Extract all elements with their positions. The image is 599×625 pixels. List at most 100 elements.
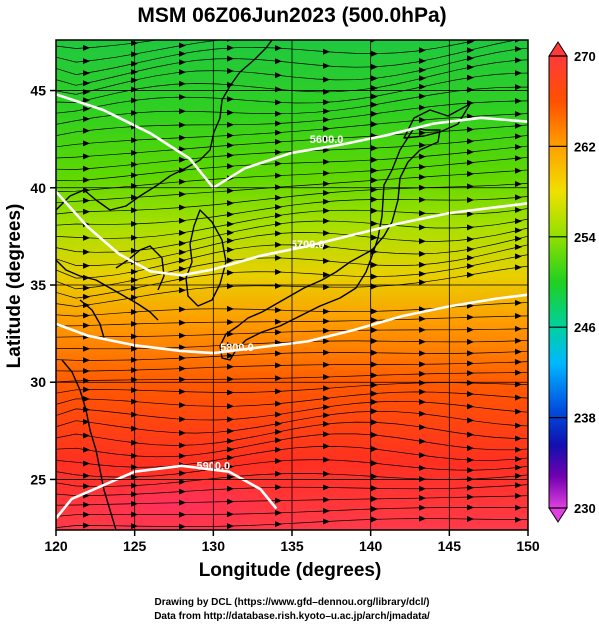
- flow-arrow: [419, 75, 426, 82]
- flow-arrow: [179, 344, 186, 351]
- flow-arrow: [83, 165, 90, 172]
- flow-arrow: [467, 138, 474, 145]
- flow-arrow: [371, 156, 378, 163]
- flow-arrow: [179, 240, 186, 247]
- flow-arrow: [275, 375, 282, 382]
- flow-arrow: [275, 307, 282, 314]
- flow-arrow: [467, 379, 474, 386]
- flow-arrow: [515, 369, 522, 376]
- flow-arrow: [227, 428, 234, 435]
- flow-arrow: [323, 470, 330, 477]
- flow-arrow: [467, 211, 474, 217]
- flow-arrow: [515, 394, 522, 401]
- flow-arrow: [323, 385, 330, 392]
- flow-arrow: [515, 218, 522, 225]
- flow-arrow: [275, 254, 282, 261]
- flow-arrow: [227, 474, 234, 480]
- flow-arrow: [83, 80, 90, 87]
- x-tick-label: 135: [280, 538, 304, 554]
- flow-arrow: [371, 196, 378, 203]
- flow-arrow: [419, 326, 426, 333]
- flow-arrow: [227, 269, 234, 276]
- flow-arrow: [83, 285, 90, 291]
- flow-arrow: [179, 249, 186, 256]
- flow-arrow: [83, 368, 90, 374]
- flow-arrow: [179, 156, 186, 163]
- flow-arrow: [371, 382, 378, 388]
- flow-arrow: [467, 86, 474, 93]
- flow-arrow: [467, 263, 474, 270]
- flow-arrow: [227, 485, 234, 492]
- grid-lines: [56, 40, 528, 530]
- flow-arrow: [227, 257, 234, 264]
- flow-arrow: [179, 332, 186, 339]
- flow-arrow: [323, 308, 330, 315]
- flow-arrow: [179, 442, 186, 449]
- flow-arrow: [323, 190, 330, 196]
- chart-title: MSM 06Z06Jun2023 (500.0hPa): [137, 4, 446, 27]
- flow-arrow: [179, 108, 186, 115]
- flow-arrow: [275, 411, 282, 418]
- flow-arrow: [419, 388, 426, 395]
- flow-arrow: [83, 234, 90, 241]
- flow-arrow: [419, 153, 426, 160]
- flow-arrow: [419, 361, 426, 368]
- flow-arrow: [83, 70, 90, 77]
- flow-arrow: [323, 108, 330, 115]
- flow-arrow: [515, 46, 522, 52]
- flow-arrow: [467, 370, 474, 377]
- flow-arrow: [275, 58, 282, 65]
- flow-arrow: [227, 221, 234, 228]
- flow-arrow: [419, 452, 426, 459]
- flow-arrow: [227, 163, 234, 170]
- flow-arrow: [467, 338, 474, 345]
- flow-arrow: [179, 257, 186, 264]
- flow-arrow: [419, 379, 426, 386]
- flow-arrow: [371, 349, 378, 356]
- flow-arrow: [419, 338, 426, 345]
- flow-arrow: [83, 105, 90, 112]
- flow-arrow: [467, 197, 474, 203]
- colorbar-tick-label: 238: [574, 411, 596, 426]
- flow-arrow: [227, 229, 234, 236]
- flow-arrow: [323, 48, 330, 55]
- flow-arrow: [371, 63, 378, 70]
- flow-arrow: [467, 417, 474, 424]
- flow-arrow: [371, 495, 378, 502]
- flow-arrow: [83, 386, 90, 393]
- flow-arrow: [419, 129, 426, 136]
- flow-arrow: [323, 135, 330, 142]
- flow-arrow: [371, 485, 378, 492]
- flow-arrow: [227, 376, 234, 383]
- flow-arrow: [275, 241, 282, 248]
- flow-arrow: [275, 72, 282, 79]
- coastline-japan: [219, 127, 441, 361]
- coastlines: [56, 40, 471, 530]
- flow-arrow: [323, 116, 330, 123]
- flow-arrow: [83, 97, 90, 104]
- flow-arrow: [323, 456, 330, 463]
- flow-arrow: [83, 446, 90, 453]
- flow-arrow: [371, 390, 378, 397]
- x-axis-label: Longitude (degrees): [199, 560, 382, 581]
- flow-arrow: [323, 421, 330, 427]
- flow-arrow: [371, 234, 378, 241]
- flow-arrow: [467, 149, 474, 155]
- flow-arrow: [179, 319, 186, 326]
- flow-arrow: [323, 180, 330, 187]
- flow-arrow: [419, 250, 426, 257]
- flow-arrow: [179, 229, 186, 236]
- flow-arrow: [467, 170, 474, 177]
- contour-5600.0: [56, 93, 528, 190]
- flow-arrow: [323, 507, 330, 514]
- x-tick-label: 130: [202, 538, 226, 554]
- flow-arrow: [275, 362, 282, 369]
- flow-arrow: [275, 470, 282, 477]
- flow-arrow: [83, 262, 90, 269]
- flow-arrow: [371, 50, 378, 57]
- flow-arrow: [515, 492, 522, 499]
- flow-arrow: [323, 349, 330, 356]
- flow-arrow: [371, 101, 378, 108]
- flow-arrow: [83, 432, 90, 439]
- flow-arrow: [179, 478, 186, 485]
